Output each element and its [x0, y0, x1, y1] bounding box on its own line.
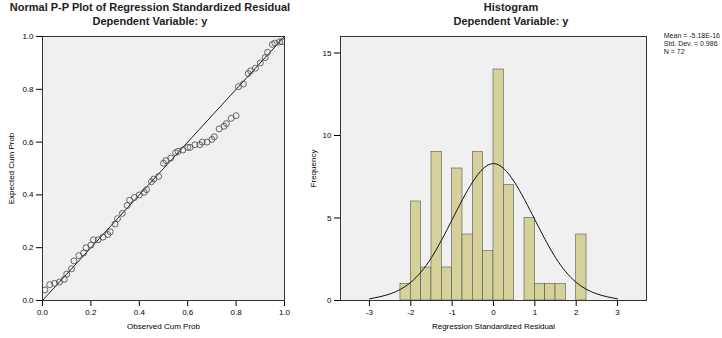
svg-text:Frequency: Frequency: [309, 150, 318, 188]
svg-text:0.6: 0.6: [182, 308, 194, 317]
svg-text:-1: -1: [449, 308, 457, 317]
svg-text:1.0: 1.0: [279, 308, 291, 317]
svg-text:0.4: 0.4: [134, 308, 146, 317]
svg-text:0.0: 0.0: [22, 296, 34, 305]
svg-text:0.6: 0.6: [22, 138, 34, 147]
svg-text:0.0: 0.0: [37, 308, 49, 317]
svg-text:10: 10: [323, 131, 332, 140]
html-text:Mean = -5.18E-16: Mean = -5.18E-16: [663, 32, 720, 39]
svg-text:0.8: 0.8: [22, 85, 34, 94]
html-text:Std. Dev. = 0.986: Std. Dev. = 0.986: [663, 40, 718, 47]
svg-text:0: 0: [327, 296, 332, 305]
svg-text:-3: -3: [366, 308, 374, 317]
svg-text:Regression Standardized Residu: Regression Standardized Residual: [432, 322, 555, 331]
svg-text:15: 15: [323, 49, 332, 58]
html-text:N = 72: N = 72: [663, 48, 685, 55]
svg-text:0.8: 0.8: [231, 308, 243, 317]
svg-text:-2: -2: [407, 308, 415, 317]
svg-text:5: 5: [327, 214, 332, 223]
html-text:Histogram: Histogram: [483, 1, 539, 13]
svg-text:Expected Cum Prob: Expected Cum Prob: [7, 132, 16, 204]
svg-text:0.2: 0.2: [85, 308, 97, 317]
svg-text:Observed Cum Prob: Observed Cum Prob: [127, 322, 200, 331]
svg-text:0.4: 0.4: [22, 190, 34, 199]
html-text:Dependent Variable: y: Dependent Variable: y: [453, 15, 569, 27]
svg-text:2: 2: [574, 308, 579, 317]
svg-text:1.0: 1.0: [22, 32, 34, 41]
html-text:Dependent Variable: y: Dependent Variable: y: [92, 15, 208, 27]
svg-text:0: 0: [491, 308, 496, 317]
html-text:Normal P-P Plot of Regression: Normal P-P Plot of Regression Standardiz…: [9, 1, 291, 13]
svg-text:0.2: 0.2: [22, 243, 34, 252]
svg-text:1: 1: [533, 308, 538, 317]
svg-text:3: 3: [615, 308, 620, 317]
